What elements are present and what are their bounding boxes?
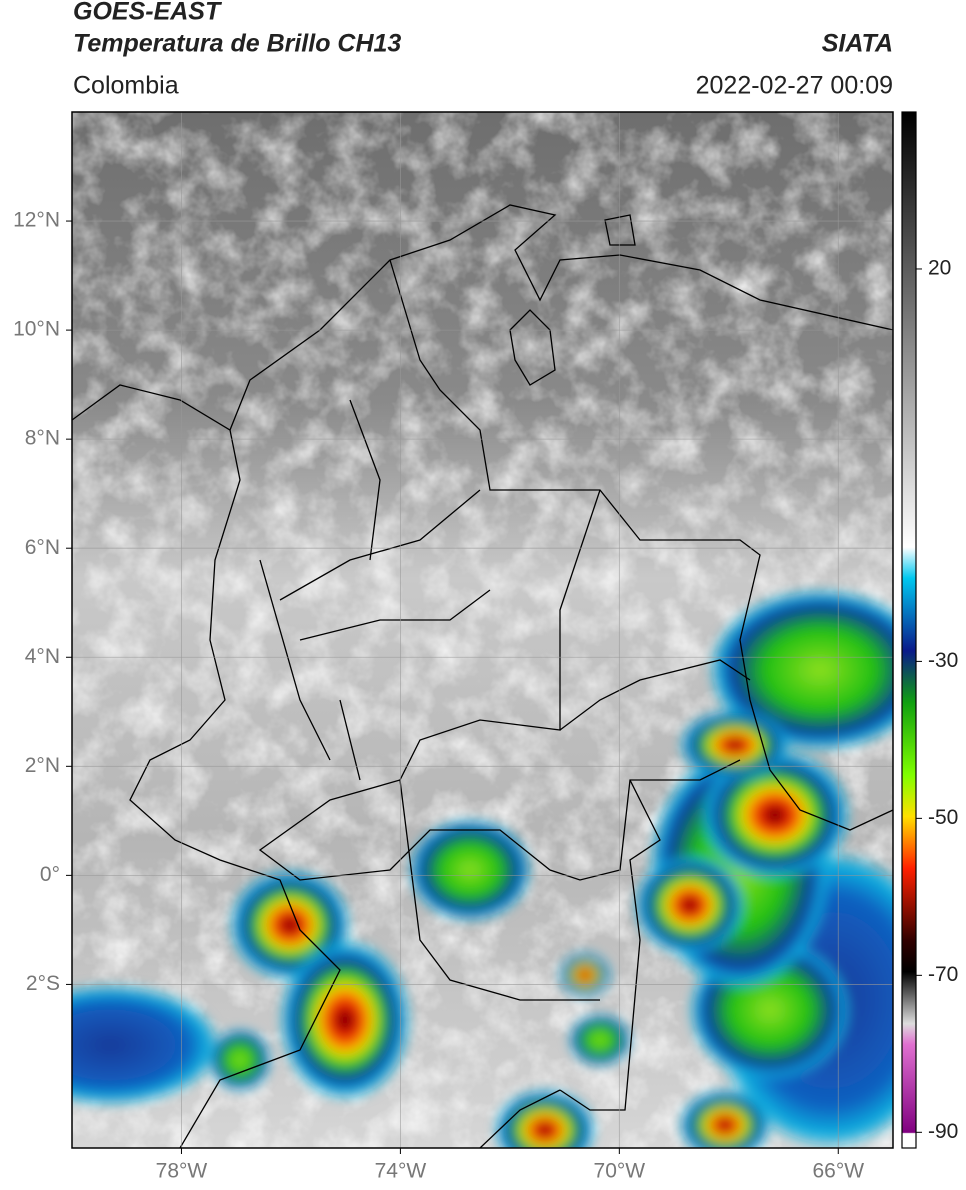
x-tick-label: 66°W (812, 1160, 864, 1183)
y-tick-label: 2°N (25, 754, 60, 777)
y-tick-label: 4°N (25, 645, 60, 668)
colorbar-tick-label: 20 (928, 257, 951, 280)
colorbar-tick-label: -70 (928, 963, 958, 986)
y-tick-label: 6°N (25, 536, 60, 559)
colorbar (901, 111, 917, 1149)
colorbar-tick-label: -90 (928, 1120, 958, 1143)
x-tick-label: 70°W (594, 1160, 646, 1183)
y-tick-label: 12°N (13, 209, 60, 232)
y-tick-label: 8°N (25, 427, 60, 450)
title: GOES-EAST (73, 0, 223, 26)
source: SIATA (822, 30, 893, 58)
datetime: 2022-02-27 00:09 (696, 72, 893, 100)
y-tick-label: 2°S (26, 972, 60, 995)
region: Colombia (73, 72, 179, 100)
satellite-image (72, 112, 893, 1148)
colorbar-tick-label: -30 (928, 649, 958, 672)
y-tick-label: 0° (40, 863, 60, 886)
map-frame (71, 111, 894, 1149)
colorbar-tick-label: -50 (928, 806, 958, 829)
subtitle: Temperatura de Brillo CH13 (73, 30, 401, 58)
x-tick-label: 74°W (375, 1160, 427, 1183)
x-tick-label: 78°W (156, 1160, 208, 1183)
y-tick-label: 10°N (13, 318, 60, 341)
